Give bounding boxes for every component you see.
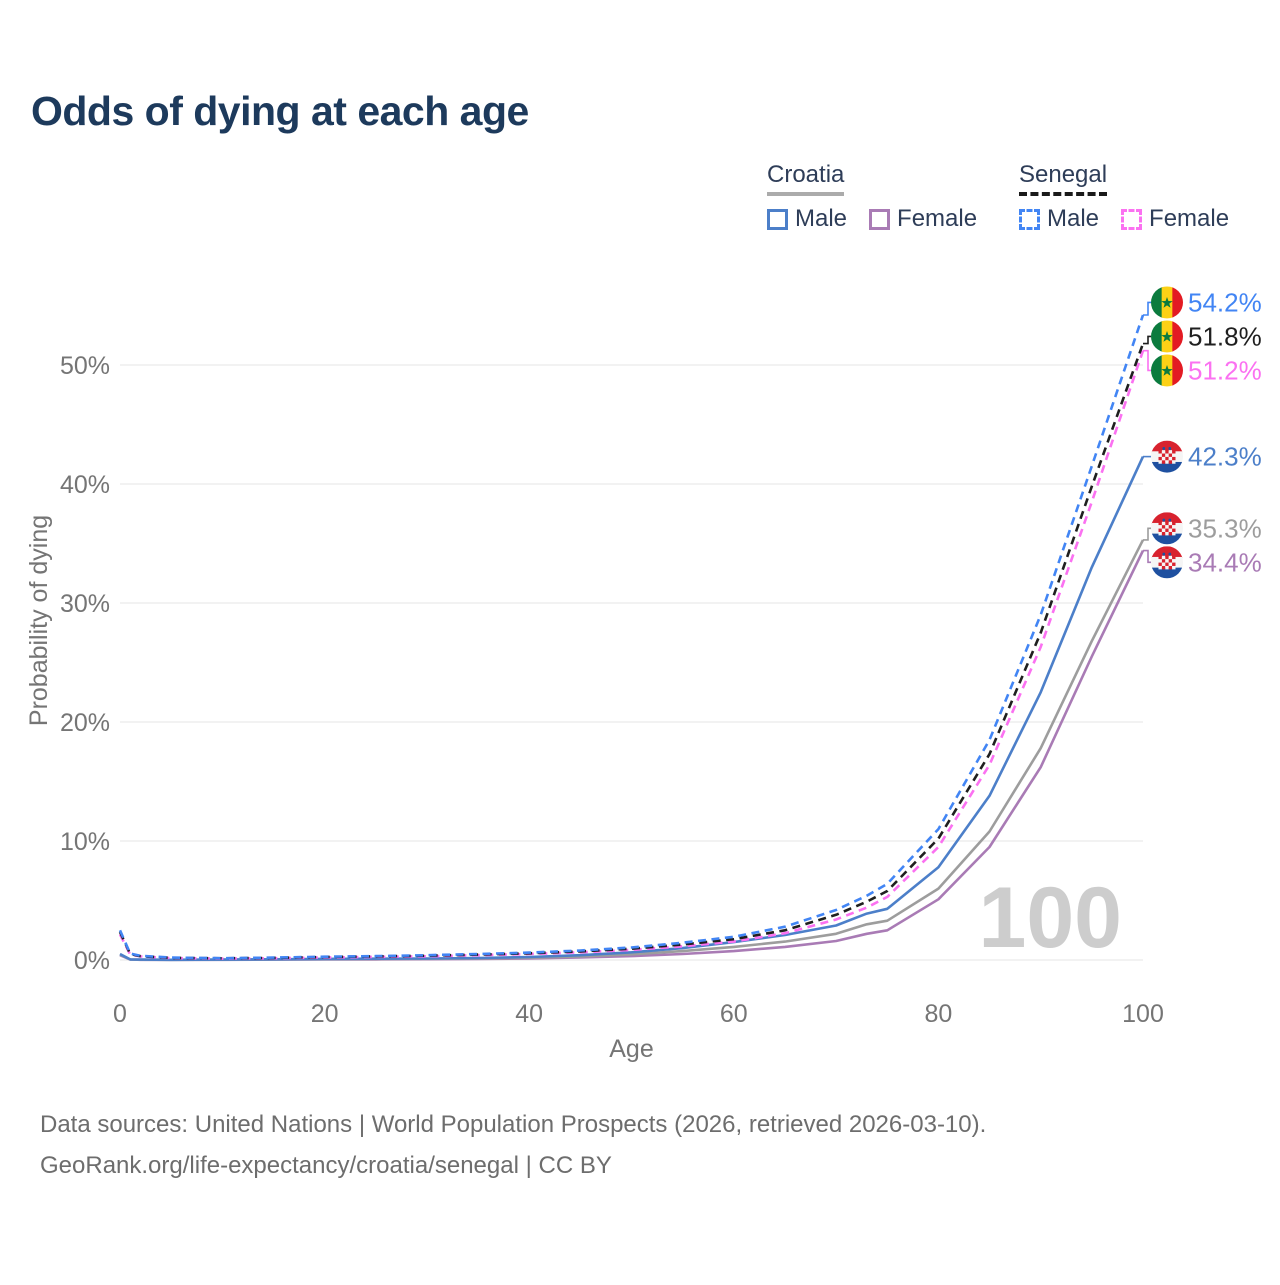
end-label-value-croatia-female: 34.4% (1188, 547, 1262, 577)
flag-senegal-icon (1151, 286, 1183, 319)
flag-croatia-icon (1151, 546, 1183, 579)
end-label-value-senegal-all: 51.8% (1188, 322, 1262, 352)
croatia-female-swatch-icon (869, 208, 891, 230)
age-watermark: 100 (979, 870, 1123, 966)
end-label-connector-senegal-female (1143, 349, 1151, 372)
end-label-value-senegal-female: 51.2% (1188, 356, 1262, 386)
legend-item-label: Female (897, 205, 978, 232)
series-line-senegal-male[interactable] (118, 314, 1145, 960)
legend-group-senegal: Senegal Male Female (1019, 161, 1229, 233)
end-label-croatia-female[interactable]: 34.4% (1151, 546, 1262, 579)
end-label-senegal-male[interactable]: 54.2% (1151, 286, 1262, 319)
flag-croatia-icon (1151, 512, 1183, 545)
x-tick-label: 60 (720, 1000, 748, 1028)
end-label-connector-croatia-all (1143, 527, 1151, 541)
end-label-connector-senegal-all (1143, 335, 1151, 345)
y-axis-title: Probability of dying (25, 515, 53, 726)
footer-data-sources: Data sources: United Nations | World Pop… (40, 1111, 987, 1138)
series-line-senegal-all[interactable] (118, 343, 1145, 960)
y-tick-label: 30% (60, 590, 110, 618)
legend-item-senegal-male[interactable]: Male (1019, 205, 1099, 233)
senegal-female-swatch-icon (1121, 208, 1143, 230)
legend-item-senegal-female[interactable]: Female (1121, 205, 1229, 233)
end-label-connector-croatia-female (1143, 549, 1151, 564)
x-tick-label: 80 (924, 1000, 952, 1028)
flag-senegal-icon (1151, 354, 1183, 387)
y-tick-label: 0% (74, 947, 110, 975)
senegal-male-swatch-icon (1019, 208, 1040, 230)
x-tick-label: 0 (113, 1000, 127, 1028)
x-tick-label: 40 (515, 1000, 543, 1028)
croatia-male-swatch-icon (767, 208, 788, 230)
end-label-croatia-all[interactable]: 35.3% (1151, 512, 1262, 545)
flag-senegal-icon (1151, 320, 1183, 353)
legend-country-senegal[interactable]: Senegal (1019, 161, 1108, 196)
y-tick-label: 20% (60, 709, 110, 737)
legend-item-label: Female (1149, 205, 1230, 232)
footer-attribution-link[interactable]: GeoRank.org/life-expectancy/croatia/sene… (40, 1152, 612, 1179)
x-tick-label: 100 (1122, 1000, 1164, 1028)
page-title: Odds of dying at each age (31, 88, 529, 134)
legend-item-label: Male (1047, 205, 1100, 232)
legend-item-croatia-male[interactable]: Male (767, 205, 847, 233)
y-tick-label: 10% (60, 828, 110, 856)
end-label-connector-senegal-male (1143, 301, 1151, 316)
legend-item-label: Male (795, 205, 848, 232)
footer: Data sources: United Nations | World Pop… (40, 1104, 986, 1186)
end-label-croatia-male[interactable]: 42.3% (1151, 440, 1262, 474)
legend-country-croatia[interactable]: Croatia (767, 161, 845, 196)
end-label-senegal-all[interactable]: 51.8% (1151, 320, 1262, 353)
end-label-value-croatia-all: 35.3% (1188, 513, 1262, 543)
legend-group-croatia: Croatia Male Female (767, 161, 977, 233)
y-tick-label: 50% (60, 352, 110, 380)
x-axis-title: Age (609, 1035, 653, 1063)
series-line-senegal-female[interactable] (118, 350, 1145, 960)
end-label-value-croatia-male: 42.3% (1188, 442, 1262, 472)
end-label-senegal-female[interactable]: 51.2% (1151, 354, 1262, 387)
end-label-value-senegal-male: 54.2% (1188, 288, 1262, 318)
legend-item-croatia-female[interactable]: Female (869, 205, 977, 233)
series-line-croatia-male[interactable] (119, 456, 1145, 962)
y-tick-label: 40% (60, 471, 110, 499)
flag-croatia-icon (1151, 440, 1183, 473)
x-tick-label: 20 (311, 1000, 339, 1028)
